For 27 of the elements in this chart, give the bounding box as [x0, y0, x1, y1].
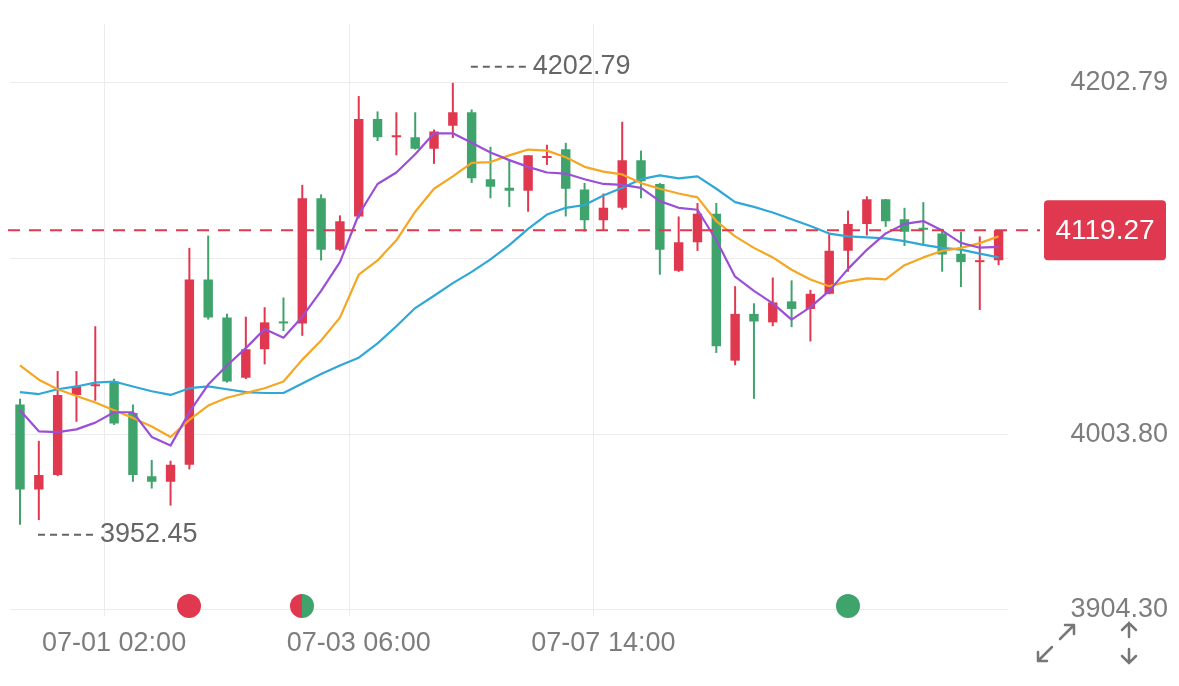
candlestick — [786, 279, 797, 329]
candlestick — [485, 145, 496, 200]
x-tick-label: 07-03 06:00 — [286, 627, 431, 658]
x-tick-label: 07-01 02:00 — [42, 627, 187, 658]
annotation: 3952.45 — [100, 518, 198, 549]
candlestick — [542, 143, 552, 166]
candlestick — [880, 197, 891, 228]
candlestick — [975, 235, 985, 312]
candlestick — [165, 459, 176, 507]
candlestick — [34, 439, 44, 522]
candlestick — [278, 296, 289, 333]
candlestick — [372, 110, 383, 143]
candlestick — [448, 81, 458, 140]
ref-line-label: 4119.27 — [1055, 213, 1155, 245]
candlestick — [90, 325, 100, 402]
candlestick — [504, 159, 514, 208]
candlestick — [391, 111, 402, 157]
y-tick-label: 4003.80 — [1070, 417, 1168, 448]
candlestick — [410, 111, 420, 151]
annotation: 4202.79 — [532, 50, 631, 81]
y-tick-label: 4202.79 — [1070, 66, 1168, 97]
candlestick — [749, 302, 759, 400]
candlestick — [636, 149, 646, 200]
candlestick — [147, 458, 157, 490]
candlestick — [956, 230, 966, 289]
x-tick-label: 07-07 14:00 — [531, 627, 676, 658]
y-tick-label: 3904.30 — [1070, 593, 1168, 624]
